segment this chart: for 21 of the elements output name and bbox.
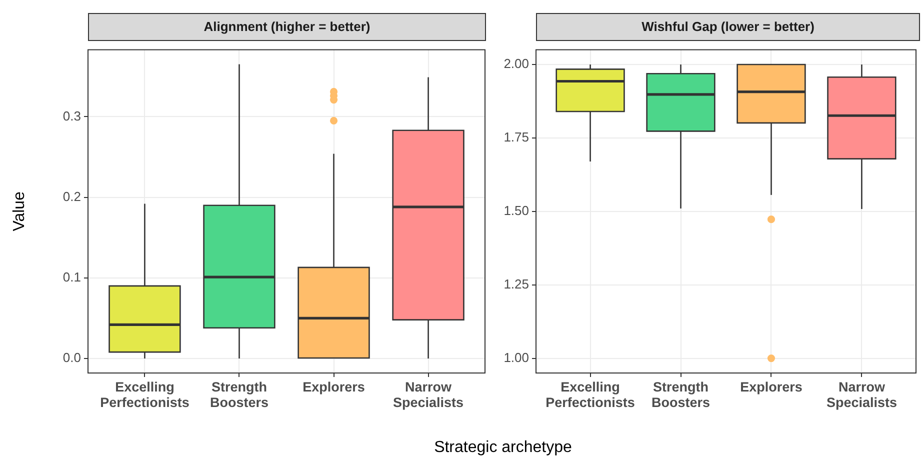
- y-tick-label: 1.00: [504, 350, 529, 365]
- chart-title: Alignment (higher = better): [88, 13, 486, 41]
- x-tick-label: Strength Boosters: [652, 379, 710, 410]
- chart-title: Wishful Gap (lower = better): [536, 13, 920, 41]
- x-tick-label: Excelling Perfectionists: [546, 379, 635, 410]
- x-axis-title: Strategic archetype: [433, 438, 573, 458]
- y-tick-label: 0.2: [62, 188, 81, 204]
- y-tick-label: 1.25: [504, 276, 529, 292]
- x-tick-label: Narrow Specialists: [393, 379, 464, 410]
- x-tick-label: Explorers: [302, 379, 365, 394]
- x-tick-label: Narrow Specialists: [826, 379, 897, 410]
- x-tick-label: Explorers: [740, 379, 802, 394]
- y-tick-label: 0.3: [62, 108, 81, 124]
- x-tick-label: Strength Boosters: [210, 379, 268, 410]
- y-axis-title: Value: [11, 191, 28, 232]
- y-tick-label: 1.75: [504, 130, 529, 145]
- y-tick-label: 0.1: [62, 269, 81, 284]
- x-tick-label: Excelling Perfectionists: [100, 379, 190, 410]
- y-tick-label: 0.0: [62, 350, 81, 366]
- y-tick-label: 1.50: [504, 202, 529, 218]
- y-tick-label: 2.00: [504, 56, 529, 72]
